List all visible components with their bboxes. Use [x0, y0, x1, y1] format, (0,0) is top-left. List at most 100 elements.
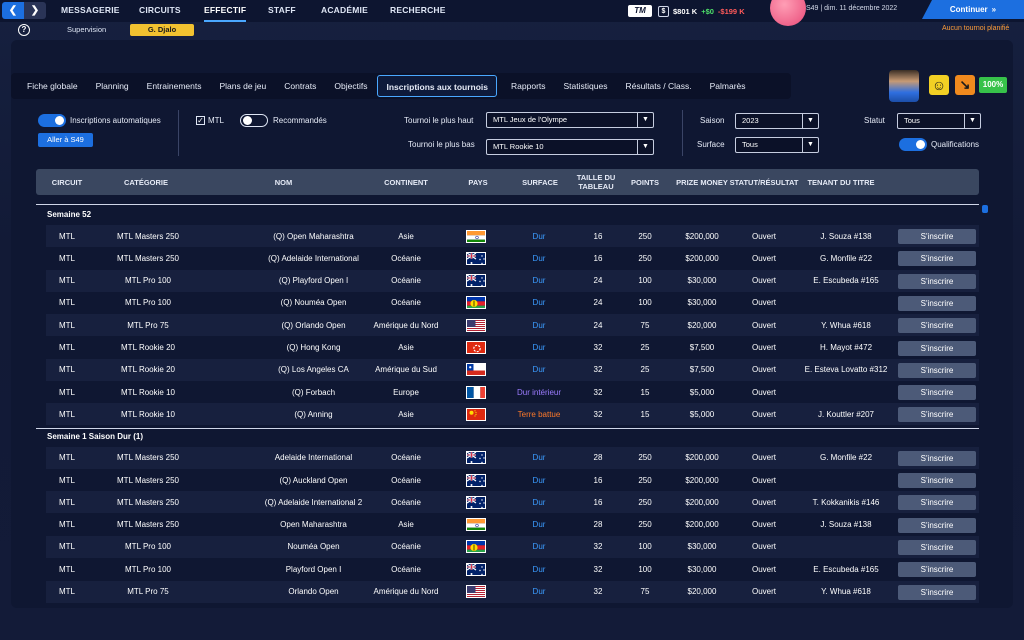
country-flag-icon	[456, 558, 496, 580]
tab-entrainements[interactable]: Entrainements	[146, 81, 202, 91]
tab-palmares[interactable]: Palmarès	[709, 81, 746, 91]
register-button[interactable]: S'inscrire	[898, 473, 976, 488]
register-button[interactable]: S'inscrire	[898, 517, 976, 533]
register-button[interactable]: S'inscrire	[898, 251, 976, 267]
register-button[interactable]: S'inscrire	[898, 450, 976, 466]
season-select[interactable]: 2023 ▼	[735, 113, 819, 129]
finances[interactable]: $ $801 K +$0 -$199 K	[658, 4, 745, 18]
header-name[interactable]: NOM	[274, 177, 293, 187]
continue-button[interactable]: Continuer »	[922, 0, 1024, 19]
cell-name[interactable]: (Q) Orlando Open	[281, 320, 346, 330]
recommended-toggle[interactable]	[240, 114, 268, 127]
tab-plans-de-jeu[interactable]: Plans de jeu	[219, 81, 267, 91]
register-button[interactable]: S'inscrire	[898, 562, 976, 578]
table-row[interactable]: MTL MTL Masters 250 (Q) Open Maharashtra As…	[46, 225, 979, 247]
cell-circuit: MTL	[59, 542, 75, 552]
table-row[interactable]: MTL MTL Pro 75 Orlando Open Amérique du Nor…	[46, 580, 979, 603]
cell-name[interactable]: Adelaide International	[274, 453, 353, 463]
table-row[interactable]: MTL MTL Rookie 10 (Q) Anning Asie Terre batt…	[46, 403, 979, 426]
register-button[interactable]: S'inscrire	[898, 584, 976, 600]
register-button[interactable]: S'inscrire	[898, 273, 976, 289]
cell-name[interactable]: (Q) Auckland Open	[279, 475, 348, 485]
highest-tournament-select[interactable]: MTL Jeux de l'Olympe ▼	[486, 112, 654, 128]
cell-name[interactable]: (Q) Playford Open I	[278, 276, 349, 286]
cell-name[interactable]: Nouméa Open	[287, 542, 340, 552]
table-row[interactable]: MTL MTL Pro 100 (Q) Playford Open I Océanie…	[46, 269, 979, 292]
table-row[interactable]: MTL MTL Pro 100 (Q) Nouméa Open Océanie Dur 2…	[46, 291, 979, 314]
cell-status: Ouvert	[751, 497, 776, 507]
back-arrow-icon[interactable]: ❮	[2, 2, 24, 19]
nav-effectif[interactable]: EFFECTIF	[204, 0, 247, 22]
lowest-tournament-label: Tournoi le plus bas	[408, 140, 475, 149]
tab-fiche-globale[interactable]: Fiche globale	[27, 81, 78, 91]
cell-name[interactable]: Open Maharashtra	[280, 520, 347, 530]
tab-rapports[interactable]: Rapports	[511, 81, 546, 91]
cell-category: MTL Masters 250	[117, 475, 179, 485]
tab-contrats[interactable]: Contrats	[284, 81, 317, 91]
tab-objectifs[interactable]: Objectifs	[334, 81, 368, 91]
nav-staff[interactable]: STAFF	[268, 5, 296, 15]
status-select[interactable]: Tous ▼	[897, 113, 981, 129]
header-draw-size[interactable]: TAILLE DU TABLEAU	[576, 173, 616, 191]
tab-inscriptions[interactable]: Inscriptions aux tournois	[377, 75, 498, 97]
player-avatar[interactable]	[889, 70, 919, 102]
cell-name[interactable]: (Q) Los Angeles CA	[278, 365, 349, 375]
cell-name[interactable]: (Q) Anning	[294, 409, 333, 419]
nav-circuits[interactable]: CIRCUITS	[139, 5, 181, 15]
qualifications-toggle[interactable]	[899, 138, 927, 151]
cell-name[interactable]: (Q) Hong Kong	[286, 343, 341, 352]
cell-name[interactable]: (Q) Adelaide International	[268, 253, 359, 263]
cell-name[interactable]: Playford Open I	[285, 564, 342, 574]
header-points[interactable]: POINTS	[631, 177, 659, 187]
nav-messagerie[interactable]: MESSAGERIE	[61, 5, 120, 15]
register-button[interactable]: S'inscrire	[898, 495, 976, 511]
nav-academie[interactable]: ACADÉMIE	[321, 5, 368, 15]
table-row[interactable]: MTL MTL Rookie 10 (Q) Forbach Europe Dur int…	[46, 381, 979, 404]
surface-select[interactable]: Tous ▼	[735, 137, 819, 153]
header-circuit[interactable]: CIRCUIT	[51, 177, 83, 187]
cell-name[interactable]: (Q) Open Maharashtra	[273, 231, 354, 241]
register-button[interactable]: S'inscrire	[898, 539, 976, 555]
tab-resultats[interactable]: Résultats / Class.	[625, 81, 692, 91]
header-category[interactable]: CATÉGORIE	[123, 177, 169, 187]
register-button[interactable]: S'inscrire	[898, 385, 976, 401]
header-prize[interactable]: PRIZE MONEY	[676, 177, 728, 187]
register-button[interactable]: S'inscrire	[898, 362, 976, 378]
scrollbar-thumb[interactable]	[982, 205, 988, 213]
register-button[interactable]: S'inscrire	[898, 318, 976, 334]
header-surface[interactable]: SURFACE	[522, 177, 558, 187]
cell-name[interactable]: Orlando Open	[288, 587, 339, 596]
auto-registration-toggle[interactable]	[38, 114, 66, 127]
register-button[interactable]: S'inscrire	[898, 229, 976, 244]
header-holder[interactable]: TENANT DU TITRE	[807, 177, 875, 187]
table-row[interactable]: MTL MTL Pro 100 Playford Open I Océanie Dur 3…	[46, 558, 979, 581]
goto-week-button[interactable]: Aller à S49	[38, 133, 93, 147]
register-button[interactable]: S'inscrire	[898, 340, 976, 356]
header-continent[interactable]: CONTINENT	[384, 177, 428, 187]
table-row[interactable]: MTL MTL Rookie 20 (Q) Los Angeles CA Amériq…	[46, 358, 979, 381]
cell-name[interactable]: (Q) Adelaide International 2	[264, 497, 363, 507]
supervision-label[interactable]: Supervision	[67, 25, 107, 34]
table-row[interactable]: MTL MTL Masters 250 (Q) Auckland Open Océan…	[46, 469, 979, 491]
forward-arrow-icon[interactable]: ❯	[24, 2, 46, 19]
help-icon[interactable]: ?	[18, 24, 30, 36]
register-button[interactable]: S'inscrire	[898, 407, 976, 423]
table-row[interactable]: MTL MTL Pro 100 Nouméa Open Océanie Dur 32 100…	[46, 535, 979, 558]
header-country[interactable]: PAYS	[468, 177, 488, 187]
lowest-tournament-select[interactable]: MTL Rookie 10 ▼	[486, 139, 654, 155]
table-row[interactable]: MTL MTL Pro 75 (Q) Orlando Open Amérique du…	[46, 314, 979, 337]
mtl-checkbox[interactable]: ✓	[196, 116, 205, 125]
table-row[interactable]: MTL MTL Masters 250 (Q) Adelaide Internati…	[46, 247, 979, 270]
table-row[interactable]: MTL MTL Masters 250 Adelaide International…	[46, 446, 979, 469]
header-status[interactable]: STATUT/RÉSULTAT	[729, 177, 799, 187]
cell-name[interactable]: (Q) Nouméa Open	[280, 298, 347, 308]
table-row[interactable]: MTL MTL Masters 250 Open Maharashtra Asie Du…	[46, 513, 979, 536]
cell-name[interactable]: (Q) Forbach	[291, 387, 336, 397]
nav-recherche[interactable]: RECHERCHE	[390, 5, 446, 15]
table-row[interactable]: MTL MTL Masters 250 (Q) Adelaide Internati…	[46, 491, 979, 514]
tab-planning[interactable]: Planning	[95, 81, 129, 91]
register-button[interactable]: S'inscrire	[898, 295, 976, 311]
player-chip[interactable]: G. Djalo	[130, 24, 194, 36]
tab-statistiques[interactable]: Statistiques	[563, 81, 608, 91]
table-row[interactable]: MTL MTL Rookie 20 (Q) Hong Kong Asie Dur 32 25…	[46, 336, 979, 359]
